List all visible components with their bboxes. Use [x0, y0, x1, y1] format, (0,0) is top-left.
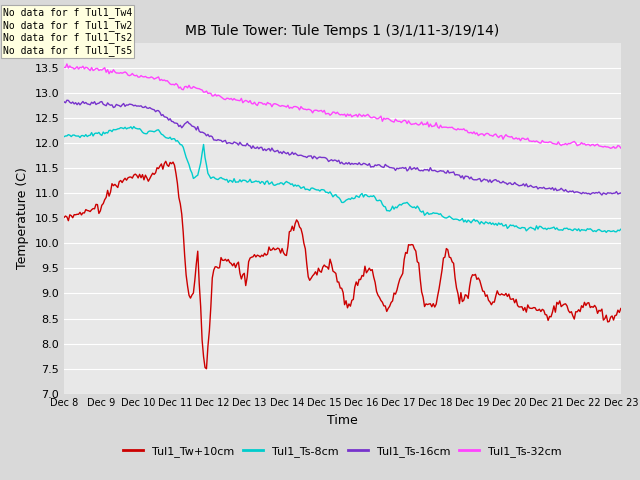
Title: MB Tule Tower: Tule Temps 1 (3/1/11-3/19/14): MB Tule Tower: Tule Temps 1 (3/1/11-3/19…	[185, 24, 500, 38]
Tul1_Ts-32cm	[81, 66, 88, 72]
Tul1_Ts-8cm	[541, 225, 549, 231]
Tul1_Ts-16cm	[348, 160, 356, 166]
Tul1_Ts-16cm	[63, 97, 71, 103]
Y-axis label: Temperature (C): Temperature (C)	[16, 168, 29, 269]
Tul1_Tw+10cm	[203, 366, 211, 372]
Tul1_Tw+10cm	[616, 310, 623, 315]
Tul1_Ts-16cm	[458, 173, 466, 179]
Tul1_Tw+10cm	[349, 297, 357, 302]
Tul1_Ts-16cm	[98, 99, 106, 105]
Tul1_Ts-32cm	[616, 143, 623, 149]
Tul1_Ts-16cm	[598, 192, 605, 198]
Tul1_Tw+10cm	[79, 210, 87, 216]
Tul1_Ts-32cm	[98, 67, 106, 73]
Tul1_Ts-32cm	[348, 114, 356, 120]
Legend: Tul1_Tw+10cm, Tul1_Ts-8cm, Tul1_Ts-16cm, Tul1_Ts-32cm: Tul1_Tw+10cm, Tul1_Ts-8cm, Tul1_Ts-16cm,…	[119, 441, 566, 461]
Tul1_Ts-32cm	[541, 140, 549, 145]
X-axis label: Time: Time	[327, 414, 358, 427]
Tul1_Ts-8cm	[130, 124, 138, 130]
Tul1_Ts-8cm	[617, 227, 625, 232]
Tul1_Ts-8cm	[79, 132, 87, 138]
Tul1_Ts-8cm	[602, 229, 610, 235]
Tul1_Ts-32cm	[607, 145, 614, 151]
Line: Tul1_Ts-32cm: Tul1_Ts-32cm	[64, 64, 621, 148]
Line: Tul1_Ts-8cm: Tul1_Ts-8cm	[64, 127, 621, 232]
Tul1_Tw+10cm	[97, 208, 104, 214]
Tul1_Ts-32cm	[63, 61, 71, 67]
Tul1_Ts-32cm	[617, 145, 625, 151]
Line: Tul1_Ts-16cm: Tul1_Ts-16cm	[64, 100, 621, 195]
Tul1_Ts-16cm	[616, 191, 623, 196]
Tul1_Ts-16cm	[81, 100, 88, 106]
Tul1_Ts-32cm	[60, 65, 68, 71]
Tul1_Tw+10cm	[162, 158, 170, 164]
Line: Tul1_Tw+10cm: Tul1_Tw+10cm	[64, 161, 621, 369]
Tul1_Ts-8cm	[458, 216, 466, 221]
Tul1_Tw+10cm	[460, 297, 468, 303]
Tul1_Ts-8cm	[348, 195, 356, 201]
Tul1_Tw+10cm	[543, 312, 550, 318]
Tul1_Ts-8cm	[60, 134, 68, 140]
Tul1_Ts-8cm	[616, 228, 623, 234]
Tul1_Ts-8cm	[97, 132, 104, 137]
Text: No data for f Tul1_Tw4
No data for f Tul1_Tw2
No data for f Tul1_Ts2
No data for: No data for f Tul1_Tw4 No data for f Tul…	[3, 7, 132, 56]
Tul1_Ts-32cm	[458, 127, 466, 132]
Tul1_Ts-16cm	[541, 186, 549, 192]
Tul1_Tw+10cm	[617, 306, 625, 312]
Tul1_Tw+10cm	[60, 215, 68, 220]
Tul1_Ts-16cm	[60, 99, 68, 105]
Tul1_Ts-16cm	[617, 190, 625, 196]
